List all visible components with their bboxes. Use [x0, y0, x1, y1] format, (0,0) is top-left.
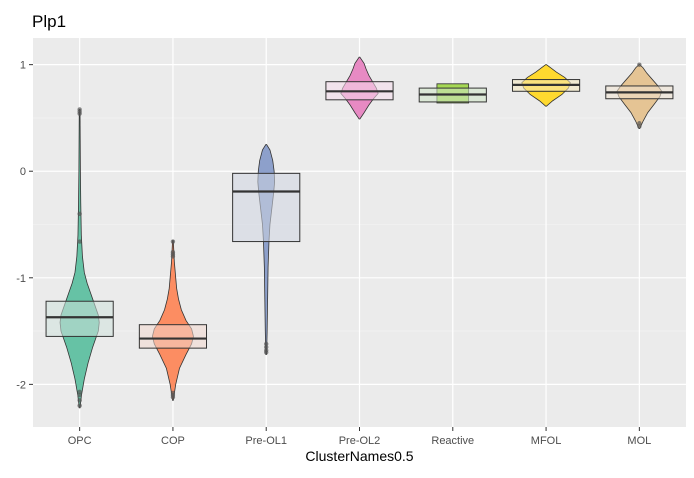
- x-tick-label: Pre-OL1: [245, 435, 287, 447]
- x-tick-label: COP: [161, 435, 185, 447]
- outlier-point: [264, 350, 269, 355]
- outlier-point: [264, 341, 269, 347]
- outlier-point: [637, 121, 642, 126]
- outlier-point: [637, 124, 642, 129]
- boxes: [45, 79, 674, 349]
- outlier-point: [170, 254, 176, 259]
- outlier-point: [77, 398, 82, 403]
- outlier-point: [170, 394, 176, 400]
- outlier-point: [77, 389, 82, 395]
- outlier-point: [77, 211, 82, 217]
- box-pre-ol1: [232, 172, 301, 243]
- y-tick-label: -1: [16, 273, 26, 285]
- y-axis: -2 -1 0 1: [16, 60, 33, 391]
- x-tick-label: MFOL: [531, 435, 562, 447]
- x-axis-title: ClusterNames0.5: [305, 448, 413, 464]
- outlier-point: [77, 403, 82, 408]
- box-opc: [45, 300, 114, 337]
- y-tick-label: -2: [16, 379, 26, 391]
- x-tick-label: Pre-OL2: [339, 435, 381, 447]
- outlier-point: [170, 239, 176, 244]
- y-tick-label: 0: [20, 166, 26, 178]
- chart-title: Plp1: [32, 12, 66, 31]
- y-tick-label: 1: [20, 60, 26, 72]
- outlier-point: [264, 344, 269, 350]
- x-tick-label: OPC: [68, 435, 92, 447]
- x-tick-label: Reactive: [431, 435, 474, 447]
- outlier-points: [77, 62, 642, 408]
- box-cop: [138, 324, 208, 349]
- outlier-point: [637, 62, 642, 67]
- outlier-point: [77, 111, 82, 116]
- outlier-point: [77, 392, 82, 398]
- x-axis: OPC COP Pre-OL1 Pre-OL2 Reactive MFOL MOL: [68, 427, 651, 447]
- x-tick-label: MOL: [627, 435, 651, 447]
- outlier-point: [77, 239, 82, 244]
